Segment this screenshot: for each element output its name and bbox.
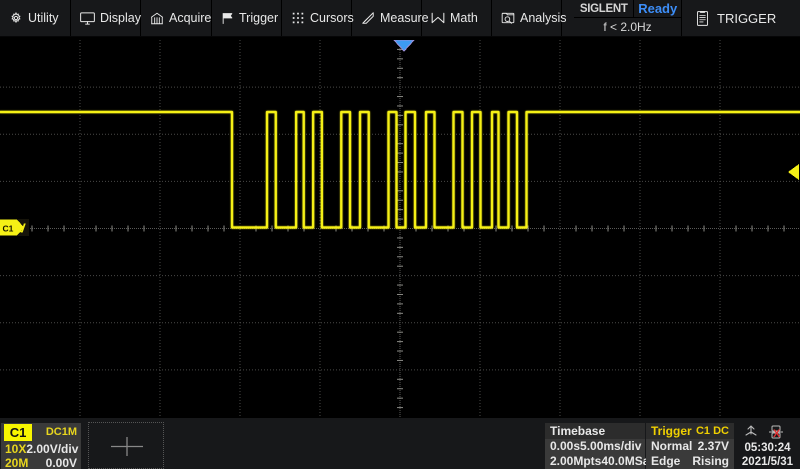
svg-text:C1: C1	[3, 224, 14, 234]
svg-text:X: X	[773, 428, 781, 440]
svg-text:V: V	[18, 222, 27, 236]
